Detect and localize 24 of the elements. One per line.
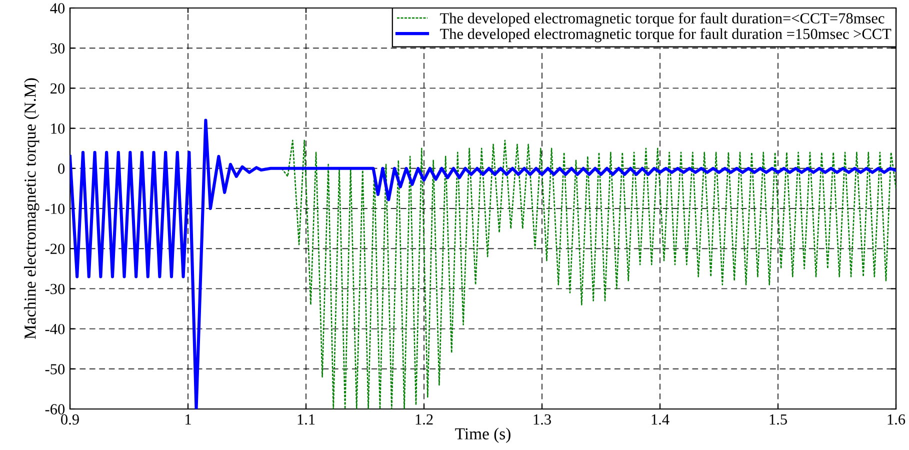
legend-label: The developed electromagnetic torque for fault duration=<CCT=78msec <box>440 12 884 27</box>
line-series <box>281 140 896 409</box>
x-tick-label: 1.1 <box>298 414 315 425</box>
x-tick-label: 1.6 <box>888 414 906 425</box>
y-tick-label: -10 <box>45 204 65 214</box>
y-tick-label: 20 <box>50 83 65 94</box>
y-tick-label: -20 <box>45 244 65 254</box>
x-tick-label: 1.2 <box>416 414 433 425</box>
x-tick-label: 1.3 <box>534 414 551 425</box>
x-axis-title: Time (s) <box>455 428 510 443</box>
y-tick-label: 0 <box>58 164 65 174</box>
x-tick-label: 1 <box>186 414 191 424</box>
y-tick-label: 40 <box>50 3 65 14</box>
x-tick-label: 1.4 <box>652 414 670 425</box>
y-tick-label: 30 <box>50 43 65 54</box>
y-tick-label: 10 <box>51 123 65 134</box>
x-tick-label: 1.5 <box>770 414 787 425</box>
y-tick-label: -50 <box>45 364 65 374</box>
y-tick-label: -60 <box>45 404 65 414</box>
x-tick-label: 0.9 <box>61 414 79 425</box>
y-tick-label: -40 <box>45 324 65 334</box>
y-tick-label: -30 <box>45 284 65 294</box>
legend-label: The developed electromagnetic torque for fault duration =150msec >CCT <box>440 28 892 42</box>
y-axis-title: Machine electromagnetic torque (N.M) <box>24 78 40 339</box>
